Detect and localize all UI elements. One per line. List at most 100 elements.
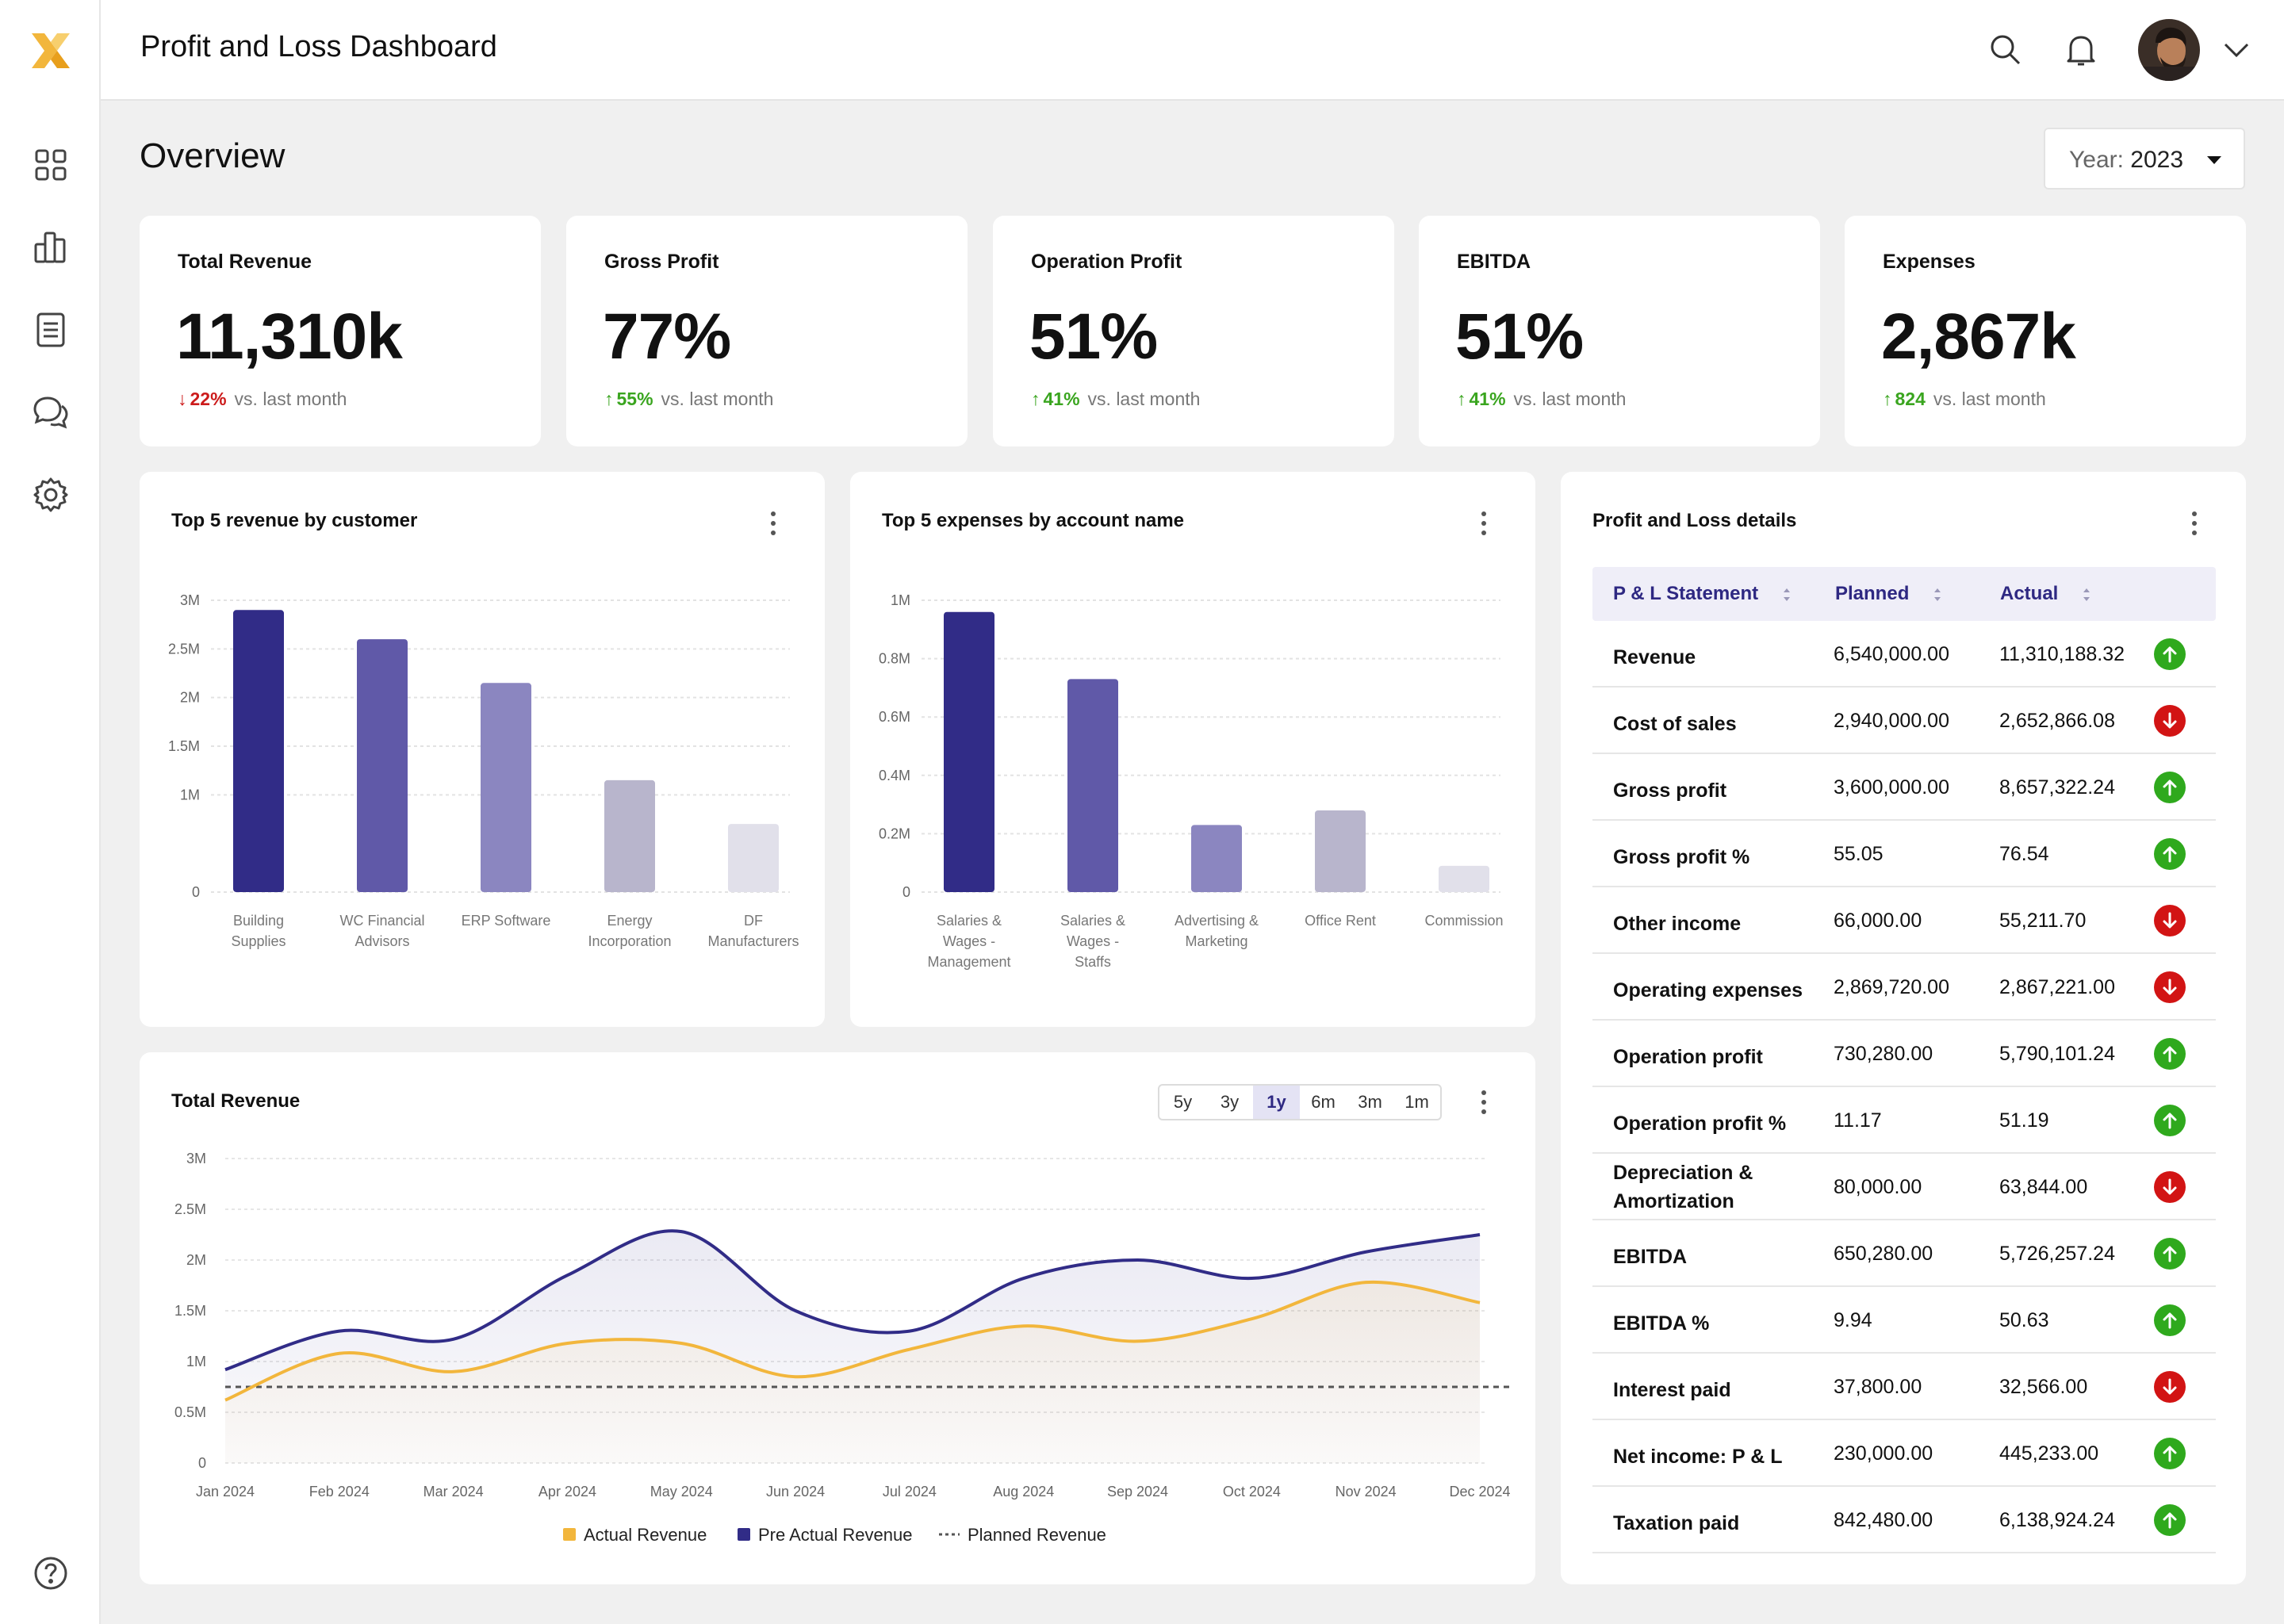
avatar[interactable] (2138, 19, 2200, 81)
table-row[interactable]: Gross profit % 55.05 76.54 (1592, 821, 2216, 887)
row-planned: 11.17 (1834, 1109, 1882, 1132)
gear-icon[interactable] (32, 476, 70, 514)
range-tabs: 5y 3y 1y 6m 3m 1m (1158, 1084, 1442, 1120)
row-planned: 37,800.00 (1834, 1376, 1922, 1398)
x-tick-label: Nov 2024 (1336, 1484, 1397, 1500)
row-planned: 9.94 (1834, 1309, 1872, 1331)
kpi-delta-value: 22% (190, 389, 227, 409)
table-row[interactable]: Interest paid 37,800.00 32,566.00 (1592, 1354, 2216, 1420)
table-row[interactable]: Taxation paid 842,480.00 6,138,924.24 (1592, 1487, 2216, 1553)
revenue-bar-chart: 0 1M 1.5M 2M 2.5M 3M Building Supplies WC Financ… (168, 592, 799, 949)
row-actual: 55,211.70 (1999, 910, 2087, 932)
year-select[interactable]: Year: 2023 (2044, 128, 2245, 190)
bar[interactable] (1315, 810, 1366, 892)
column-header-planned[interactable]: Planned (1835, 583, 1910, 604)
range-tab-1y[interactable]: 1y (1253, 1086, 1300, 1119)
table-row[interactable]: Operation profit 730,280.00 5,790,101.24 (1592, 1021, 2216, 1087)
kpi-label: Expenses (1883, 251, 1976, 273)
x-tick-label: Supplies (231, 933, 286, 949)
bar[interactable] (1191, 825, 1242, 892)
pre-actual-revenue-line[interactable] (224, 1229, 1481, 1372)
row-actual: 5,790,101.24 (1999, 1043, 2115, 1065)
bar[interactable] (233, 610, 284, 892)
row-label: Other income (1613, 913, 1742, 935)
row-label: Gross profit (1613, 779, 1727, 802)
legend-label[interactable]: Planned Revenue (968, 1525, 1106, 1545)
caret-down-icon (2207, 156, 2221, 164)
table-row[interactable]: Revenue 6,540,000.00 11,310,188.32 (1592, 621, 2216, 688)
expenses-bar-chart: 0 0.2M 0.4M 0.6M 0.8M 1M Salaries & Wages - Mana… (879, 592, 1504, 970)
arrow-down-circle-icon (2154, 971, 2186, 1003)
table-row[interactable]: Operating expenses 2,869,720.00 2,867,221.… (1592, 954, 2216, 1021)
arrow-up-icon: ↑ (1883, 389, 1892, 409)
card-title: Top 5 revenue by customer (171, 510, 418, 531)
sort-icon[interactable] (2083, 586, 2090, 603)
arrow-up-circle-icon (2154, 772, 2186, 803)
y-tick-label: 1M (180, 787, 200, 802)
kpi-delta-suffix: vs. last month (1933, 389, 2046, 409)
x-tick-label: Incorporation (588, 933, 671, 949)
row-planned: 842,480.00 (1834, 1509, 1933, 1531)
kpi-delta-suffix: vs. last month (1513, 389, 1627, 409)
more-options-icon[interactable] (2190, 511, 2198, 538)
page-title: Overview (140, 136, 286, 175)
range-tab-3m[interactable]: 3m (1358, 1092, 1382, 1112)
table-row[interactable]: EBITDA 650,280.00 5,726,257.24 (1592, 1220, 2216, 1287)
more-options-icon[interactable] (769, 511, 777, 538)
table-row[interactable]: Gross profit 3,600,000.00 8,657,322.24 (1592, 754, 2216, 821)
kpi-label: EBITDA (1457, 251, 1531, 273)
actual-revenue-line[interactable] (224, 1280, 1481, 1402)
table-row[interactable]: Other income 66,000.00 55,211.70 (1592, 887, 2216, 954)
y-tick-label: 1M (891, 592, 910, 608)
range-tab-1m[interactable]: 1m (1405, 1092, 1429, 1112)
legend-swatch (738, 1528, 750, 1541)
bar[interactable] (481, 683, 531, 892)
row-actual: 11,310,188.32 (1999, 643, 2125, 665)
row-actual: 76.54 (1999, 843, 2049, 865)
y-tick-label: 0 (902, 884, 910, 900)
bell-icon[interactable] (2063, 32, 2099, 68)
row-actual: 50.63 (1999, 1309, 2049, 1331)
range-tab-5y[interactable]: 5y (1173, 1092, 1193, 1112)
bar[interactable] (357, 639, 408, 892)
chat-icon[interactable] (32, 393, 70, 431)
table-row[interactable]: EBITDA % 9.94 50.63 (1592, 1287, 2216, 1354)
column-header-actual[interactable]: Actual (2000, 583, 2059, 604)
sort-icon[interactable] (1783, 586, 1791, 603)
app-title: Profit and Loss Dashboard (140, 30, 497, 63)
sort-icon[interactable] (1933, 586, 1941, 603)
row-label: EBITDA % (1613, 1312, 1710, 1335)
bar[interactable] (728, 824, 779, 892)
row-planned: 730,280.00 (1834, 1043, 1933, 1065)
more-options-icon[interactable] (1480, 511, 1488, 538)
bar[interactable] (1439, 865, 1489, 892)
x-tick-label: Salaries & (1060, 913, 1125, 929)
bar-chart-icon[interactable] (32, 228, 70, 266)
arrow-up-circle-icon (2154, 1504, 2186, 1536)
legend-label[interactable]: Actual Revenue (584, 1525, 707, 1545)
more-options-icon[interactable] (1480, 1090, 1488, 1117)
table-row[interactable]: Net income: P & L 230,000.00 445,233.00 (1592, 1420, 2216, 1487)
y-tick-label: 0 (198, 1455, 206, 1471)
chevron-down-icon[interactable] (2223, 40, 2250, 60)
bar[interactable] (604, 779, 655, 892)
document-icon[interactable] (32, 311, 70, 349)
column-header-statement[interactable]: P & L Statement (1613, 583, 1759, 604)
kpi-delta-value: 55% (616, 389, 653, 409)
grid-icon[interactable] (32, 146, 70, 184)
kpi-value: 2,867k (1881, 301, 2076, 373)
range-tab-6m[interactable]: 6m (1311, 1092, 1336, 1112)
bar[interactable] (1067, 679, 1118, 892)
x-tick-label: Manufacturers (707, 933, 799, 949)
table-row[interactable]: Operation profit % 11.17 51.19 (1592, 1087, 2216, 1154)
kpi-delta-suffix: vs. last month (1087, 389, 1201, 409)
legend-label[interactable]: Pre Actual Revenue (758, 1525, 912, 1545)
range-tab-3y[interactable]: 3y (1220, 1092, 1240, 1112)
x-tick-label: Building (233, 913, 284, 929)
help-icon[interactable] (32, 1554, 70, 1592)
table-row[interactable]: Cost of sales 2,940,000.00 2,652,866.08 (1592, 688, 2216, 754)
search-icon[interactable] (1987, 32, 2024, 68)
bar[interactable] (944, 611, 994, 892)
table-row[interactable]: Depreciation & Amortization 80,000.00 63,8… (1592, 1154, 2216, 1220)
kpi-value: 51% (1029, 301, 1158, 373)
